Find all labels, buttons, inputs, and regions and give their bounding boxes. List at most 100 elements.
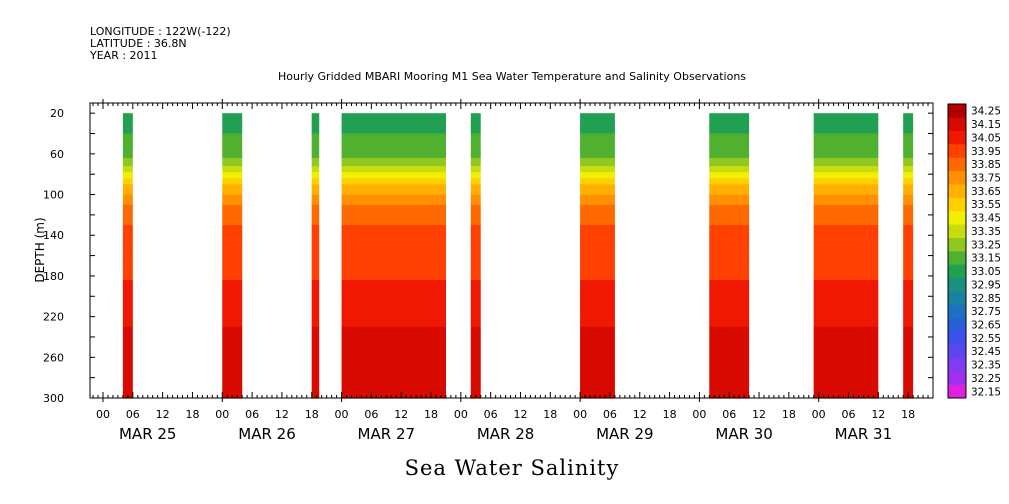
contour-cell	[709, 212, 750, 216]
contour-cell	[580, 249, 615, 253]
contour-cell	[341, 210, 446, 214]
contour-cell	[341, 115, 446, 118]
contour-cell	[311, 237, 320, 240]
contour-cell	[580, 290, 615, 293]
contour-cell	[709, 151, 750, 155]
contour-cell	[222, 308, 243, 312]
contour-cell	[813, 160, 879, 163]
contour-cell	[709, 245, 750, 248]
contour-cell	[122, 292, 133, 295]
contour-cell	[903, 221, 914, 224]
contour-cell	[470, 227, 481, 230]
contour-cell	[222, 141, 243, 145]
contour-cell	[580, 298, 615, 301]
y-tick-label: 100	[43, 189, 64, 202]
contour-cell	[311, 194, 320, 198]
contour-cell	[470, 141, 481, 145]
contour-cell	[813, 334, 879, 338]
contour-cell	[311, 227, 320, 230]
contour-cell	[341, 149, 446, 153]
contour-cell	[903, 337, 914, 340]
contour-cell	[709, 292, 750, 295]
contour-cell	[813, 157, 879, 161]
contour-cell	[580, 206, 615, 210]
contour-cell	[709, 355, 750, 358]
contour-cell	[813, 188, 879, 191]
contour-cell	[341, 121, 446, 124]
contour-cell	[813, 259, 879, 263]
contour-cell	[341, 296, 446, 299]
contour-cell	[122, 263, 133, 267]
contour-cell	[903, 229, 914, 232]
contour-cell	[903, 267, 914, 271]
contour-cell	[311, 278, 320, 281]
colorbar-swatch	[948, 277, 966, 292]
contour-cell	[341, 237, 446, 240]
contour-cell	[311, 347, 320, 350]
contour-cell	[341, 123, 446, 126]
contour-cell	[122, 239, 133, 242]
contour-cell	[122, 243, 133, 246]
contour-cell	[122, 269, 133, 273]
contour-cell	[311, 387, 320, 391]
contour-cell	[813, 194, 879, 198]
contour-cell	[311, 391, 320, 395]
data-segment	[903, 113, 914, 399]
contour-cell	[470, 253, 481, 257]
contour-cell	[341, 245, 446, 248]
contour-cell	[122, 367, 133, 371]
contour-cell	[903, 172, 914, 175]
contour-cell	[709, 294, 750, 297]
contour-cell	[709, 288, 750, 291]
contour-cell	[903, 298, 914, 301]
contour-cell	[341, 119, 446, 122]
contour-cell	[709, 345, 750, 348]
contour-cell	[122, 284, 133, 287]
contour-cell	[470, 212, 481, 216]
contour-cell	[122, 210, 133, 214]
contour-cell	[709, 141, 750, 145]
contour-cell	[580, 178, 615, 181]
contour-cell	[311, 314, 320, 318]
contour-cell	[580, 235, 615, 238]
contour-cell	[341, 133, 446, 137]
contour-cell	[122, 147, 133, 151]
contour-cell	[903, 312, 914, 316]
contour-cell	[222, 225, 243, 228]
contour-cell	[903, 162, 914, 165]
contour-cell	[709, 137, 750, 141]
contour-cell	[709, 383, 750, 387]
data-segment	[580, 113, 615, 399]
contour-cell	[311, 371, 320, 375]
contour-cell	[122, 235, 133, 238]
contour-cell	[311, 180, 320, 183]
variable-title: Sea Water Salinity	[405, 456, 620, 480]
contour-cell	[470, 292, 481, 295]
contour-cell	[222, 391, 243, 395]
contour-cell	[470, 387, 481, 391]
contour-cell	[903, 328, 914, 332]
contour-cell	[813, 137, 879, 141]
contour-cell	[709, 371, 750, 375]
contour-cell	[222, 231, 243, 234]
contour-cell	[341, 271, 446, 275]
contour-cell	[580, 229, 615, 232]
contour-cell	[222, 253, 243, 257]
x-day-label: MAR 31	[835, 425, 892, 443]
contour-cell	[709, 125, 750, 128]
contour-cell	[709, 373, 750, 377]
contour-cell	[903, 204, 914, 208]
contour-cell	[813, 275, 879, 279]
contour-cell	[903, 282, 914, 285]
contour-cell	[311, 115, 320, 118]
contour-cell	[903, 304, 914, 307]
contour-cell	[470, 131, 481, 135]
contour-cell	[311, 375, 320, 379]
contour-cell	[903, 387, 914, 391]
contour-cell	[903, 214, 914, 218]
contour-cell	[470, 349, 481, 352]
contour-cell	[222, 170, 243, 173]
contour-cell	[470, 282, 481, 285]
contour-cell	[580, 113, 615, 116]
contour-cell	[311, 306, 320, 309]
